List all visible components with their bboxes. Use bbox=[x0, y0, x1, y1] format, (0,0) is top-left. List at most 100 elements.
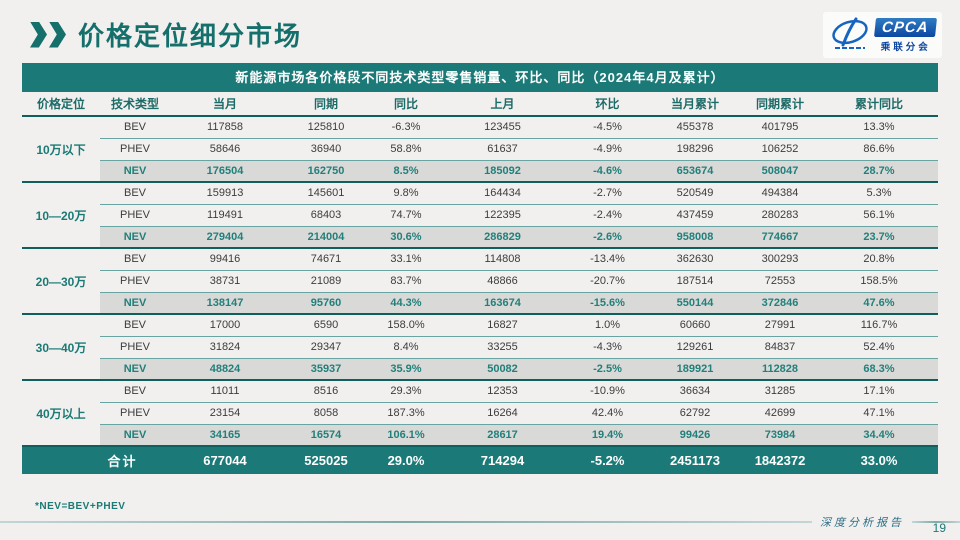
table-cell: 1.0% bbox=[565, 313, 650, 336]
table-cell: 47.6% bbox=[820, 291, 938, 314]
table-cell: 95760 bbox=[280, 291, 372, 314]
table-cell: -4.6% bbox=[565, 159, 650, 182]
table-cell: -4.3% bbox=[565, 335, 650, 358]
chevron-right-icon bbox=[49, 21, 66, 48]
table-cell: 58.8% bbox=[372, 137, 440, 160]
table-row: PHEV 119491 68403 74.7% 122395 -2.4% 437459 280… bbox=[22, 203, 938, 226]
table-row: 30—40万 BEV 17000 6590 158.0% 16827 1.0% 60660 27… bbox=[22, 313, 938, 380]
table-cell: 158.0% bbox=[372, 313, 440, 336]
table-cell: 117858 bbox=[170, 115, 280, 138]
table-cell: 50082 bbox=[440, 357, 565, 380]
table-row: PHEV 58646 36940 58.8% 61637 -4.9% 198296 10625… bbox=[22, 137, 938, 160]
table-cell: 35.9% bbox=[372, 357, 440, 380]
table-cell: 17000 bbox=[170, 313, 280, 336]
table-cell: 159913 bbox=[170, 181, 280, 204]
table-cell: 74671 bbox=[280, 247, 372, 270]
table-cell: 72553 bbox=[740, 269, 820, 292]
table-cell: BEV bbox=[100, 313, 170, 336]
table-cell: 84837 bbox=[740, 335, 820, 358]
logo-text: CPCA 乘联分会 bbox=[874, 17, 937, 53]
total-cell: 33.0% bbox=[820, 445, 938, 474]
table-cell: 38731 bbox=[170, 269, 280, 292]
table-cell: 34165 bbox=[170, 423, 280, 446]
page-title: 价格定位细分市场 bbox=[78, 21, 303, 51]
column-header: 当月累计 bbox=[670, 97, 719, 111]
table-cell: 47.1% bbox=[820, 401, 938, 424]
table-cell: 508047 bbox=[740, 159, 820, 182]
table-cell: 16827 bbox=[440, 313, 565, 336]
table-cell: NEV bbox=[100, 225, 170, 248]
table-cell: 73984 bbox=[740, 423, 820, 446]
table-cell: 125810 bbox=[280, 115, 372, 138]
column-header: 价格定位 bbox=[36, 97, 85, 111]
table-cell: 56.1% bbox=[820, 203, 938, 226]
table-cell: 520549 bbox=[650, 181, 740, 204]
table-cell: 158.5% bbox=[820, 269, 938, 292]
cpca-swirl-icon bbox=[832, 17, 869, 49]
total-cell: 29.0% bbox=[372, 445, 440, 474]
table-cell: 31824 bbox=[170, 335, 280, 358]
table-row: NEV 138147 95760 44.3% 163674 -15.6% 550144 372… bbox=[22, 291, 938, 314]
table-cell: 33.1% bbox=[372, 247, 440, 270]
table-cell: BEV bbox=[100, 181, 170, 204]
column-header: 同期 bbox=[313, 97, 338, 111]
table-cell: 362630 bbox=[650, 247, 740, 270]
table-cell: 68403 bbox=[280, 203, 372, 226]
price-segment-label: 10—20万 bbox=[22, 181, 100, 248]
cpca-logo: CPCA 乘联分会 bbox=[823, 12, 942, 58]
table-cell: 401795 bbox=[740, 115, 820, 138]
table-cell: 86.6% bbox=[820, 137, 938, 160]
table-cell: 29.3% bbox=[372, 379, 440, 402]
table-cell: 83.7% bbox=[372, 269, 440, 292]
table-cell: -2.6% bbox=[565, 225, 650, 248]
page-number: 19 bbox=[932, 521, 946, 535]
table-cell: 13.3% bbox=[820, 115, 938, 138]
sales-table-container: 新能源市场各价格段不同技术类型零售销量、环比、同比（2024年4月及累计） 价格… bbox=[22, 63, 938, 474]
price-segment-label: 20—30万 bbox=[22, 247, 100, 314]
table-cell: 5.3% bbox=[820, 181, 938, 204]
table-cell: 8.5% bbox=[372, 159, 440, 182]
table-cell: 8058 bbox=[280, 401, 372, 424]
table-cell: 129261 bbox=[650, 335, 740, 358]
column-header: 上月 bbox=[490, 97, 515, 111]
table-cell: 163674 bbox=[440, 291, 565, 314]
double-chevron-icon bbox=[30, 21, 68, 48]
table-row: NEV 279404 214004 30.6% 286829 -2.6% 958008 774… bbox=[22, 225, 938, 248]
table-row: PHEV 23154 8058 187.3% 16264 42.4% 62792 42699 4… bbox=[22, 401, 938, 424]
table-cell: -20.7% bbox=[565, 269, 650, 292]
table-row: PHEV 38731 21089 83.7% 48866 -20.7% 187514 7255… bbox=[22, 269, 938, 292]
table-header: 价格定位 技术类型 当月 同期 同比 上月 环比 当月累计 同期累计 累计同比 bbox=[22, 92, 938, 116]
table-cell: 774667 bbox=[740, 225, 820, 248]
table-cell: PHEV bbox=[100, 137, 170, 160]
table-cell: 286829 bbox=[440, 225, 565, 248]
table-cell: 34.4% bbox=[820, 423, 938, 446]
page-header: 价格定位细分市场 bbox=[30, 16, 940, 53]
table-cell: 58646 bbox=[170, 137, 280, 160]
divider-line bbox=[912, 521, 960, 523]
price-segment-label: 30—40万 bbox=[22, 313, 100, 380]
total-label: 合计 bbox=[22, 445, 170, 474]
table-cell: 23154 bbox=[170, 401, 280, 424]
table-cell: 279404 bbox=[170, 225, 280, 248]
table-cell: 280283 bbox=[740, 203, 820, 226]
table-cell: -2.5% bbox=[565, 357, 650, 380]
column-header: 环比 bbox=[595, 97, 620, 111]
table-cell: 437459 bbox=[650, 203, 740, 226]
table-cell: 16574 bbox=[280, 423, 372, 446]
table-cell: 11011 bbox=[170, 379, 280, 402]
table-cell: 455378 bbox=[650, 115, 740, 138]
table-row: NEV 34165 16574 106.1% 28617 19.4% 99426 73984 3… bbox=[22, 423, 938, 446]
table-cell: 106.1% bbox=[372, 423, 440, 446]
table-cell: -4.5% bbox=[565, 115, 650, 138]
table-cell: 60660 bbox=[650, 313, 740, 336]
table-cell: 116.7% bbox=[820, 313, 938, 336]
total-cell: 714294 bbox=[440, 445, 565, 474]
table-cell: 138147 bbox=[170, 291, 280, 314]
table-cell: 35937 bbox=[280, 357, 372, 380]
table-row: NEV 48824 35937 35.9% 50082 -2.5% 189921 112828… bbox=[22, 357, 938, 380]
table-cell: 198296 bbox=[650, 137, 740, 160]
table-cell: 17.1% bbox=[820, 379, 938, 402]
table-cell: 12353 bbox=[440, 379, 565, 402]
table-cell: 214004 bbox=[280, 225, 372, 248]
